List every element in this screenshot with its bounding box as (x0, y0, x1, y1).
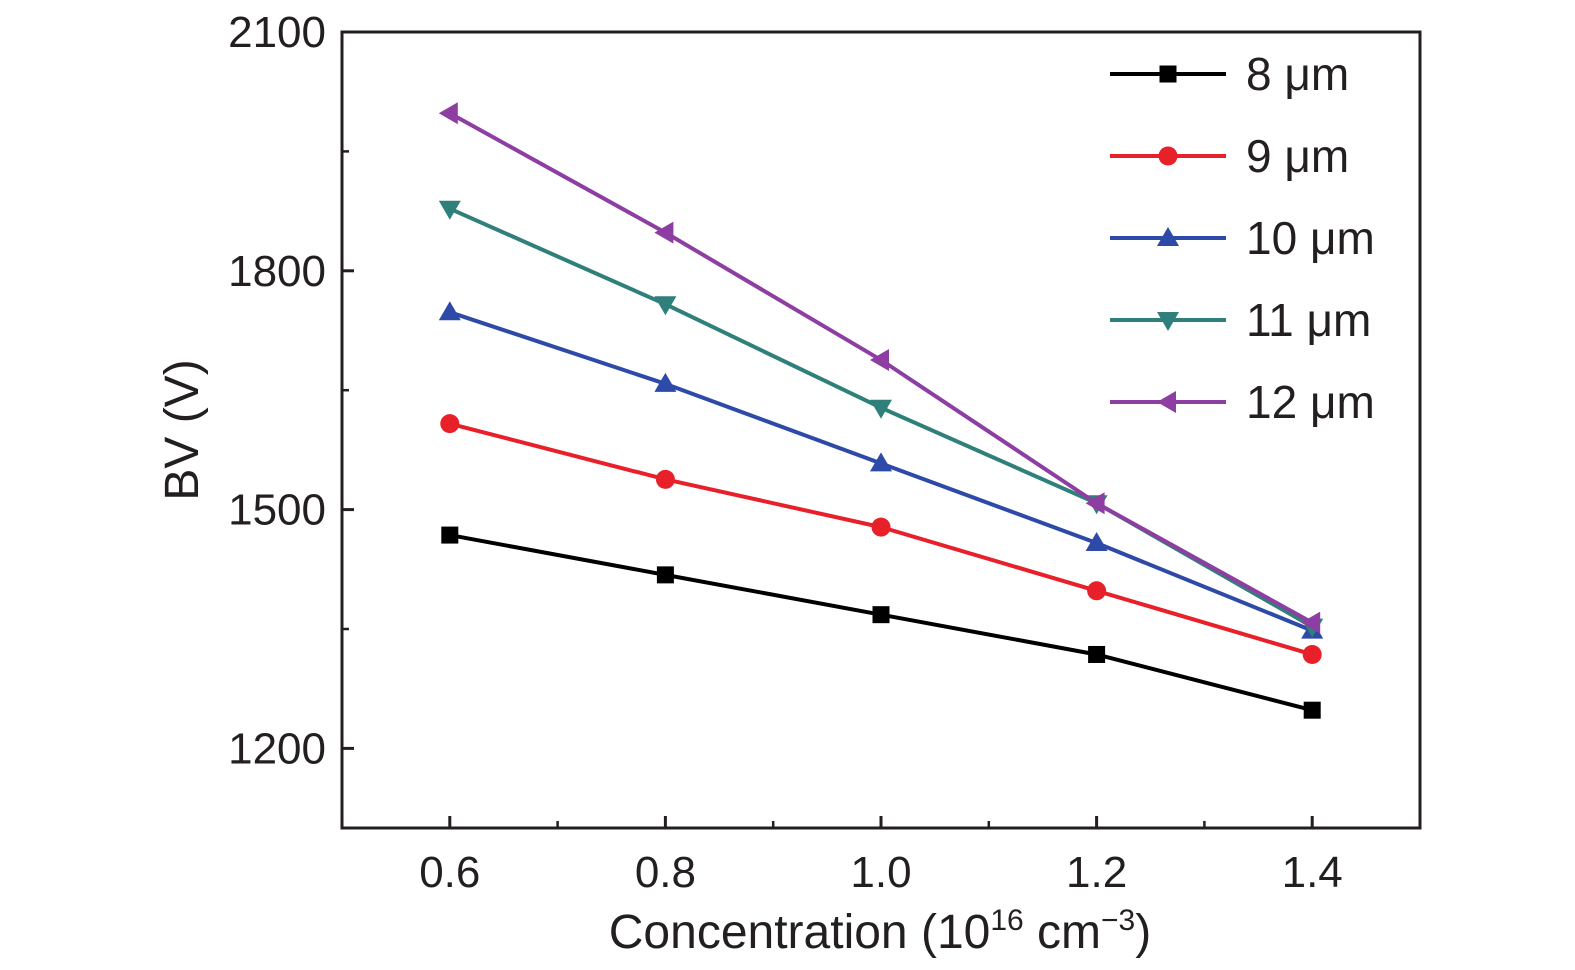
legend-item: 8 μm (1110, 48, 1349, 100)
data-point (654, 372, 677, 392)
series-layer (438, 102, 1324, 719)
data-point (870, 452, 892, 472)
y-tick-label: 1800 (228, 247, 326, 296)
legend-swatch-marker (1157, 312, 1179, 331)
data-point (1303, 701, 1321, 719)
x-tick-label: 0.6 (419, 848, 480, 897)
legend-item: 12 μm (1110, 376, 1375, 428)
x-axis-title-exponent: 16 (990, 904, 1023, 937)
data-point (1302, 644, 1322, 664)
data-point (438, 200, 461, 220)
legend-swatch-marker (1158, 146, 1178, 166)
legend: 8 μm 9 μm 10 μm 11 μm 12 μm (1110, 48, 1375, 428)
series-4 (438, 200, 1324, 638)
x-tick-label: 0.8 (635, 848, 696, 897)
x-tick-label: 1.4 (1282, 848, 1343, 897)
data-point (440, 414, 460, 434)
data-point (871, 517, 891, 537)
legend-label: 8 μm (1246, 48, 1349, 100)
data-point (654, 296, 677, 316)
y-axis-ticks: 1200 1500 1800 2100 (228, 8, 354, 773)
series-1 (441, 526, 1321, 719)
series-3 (438, 301, 1324, 639)
x-axis-title-unit: cm (1024, 906, 1101, 959)
data-point (1085, 532, 1108, 552)
data-point (441, 526, 459, 544)
legend-swatch-marker (1159, 65, 1177, 83)
x-axis-title: Concentration (1016 cm−3) (609, 904, 1151, 959)
data-point (654, 221, 674, 244)
data-point (872, 606, 890, 624)
x-axis-title-close: ) (1135, 906, 1151, 959)
y-axis-title: BV (V) (156, 359, 209, 500)
y-tick-label: 1200 (228, 724, 326, 773)
legend-label: 12 μm (1246, 376, 1375, 428)
series-line (448, 111, 1314, 625)
data-point (655, 469, 675, 489)
data-point (438, 301, 461, 321)
x-tick-label: 1.2 (1066, 848, 1127, 897)
legend-item: 10 μm (1110, 212, 1375, 264)
x-axis-title-main: Concentration (10 (609, 906, 991, 959)
legend-swatch-marker (1157, 391, 1176, 413)
series-2 (440, 414, 1322, 664)
legend-label: 11 μm (1246, 294, 1371, 346)
legend-label: 10 μm (1246, 212, 1375, 264)
data-point (1087, 581, 1107, 601)
x-axis-title-unit-exponent: −3 (1101, 904, 1135, 937)
data-point (1301, 611, 1321, 634)
y-tick-label: 1500 (228, 486, 326, 535)
legend-item: 11 μm (1110, 294, 1371, 346)
x-axis-ticks: 0.6 0.8 1.0 1.2 1.4 (340, 816, 1422, 897)
x-tick-label: 1.0 (850, 848, 911, 897)
data-point (1088, 645, 1106, 663)
data-point (870, 399, 892, 419)
legend-label: 9 μm (1246, 130, 1349, 182)
series-5 (438, 102, 1321, 634)
data-point (438, 102, 458, 125)
y-tick-label: 2100 (228, 8, 326, 57)
legend-swatch-marker (1157, 227, 1179, 246)
data-point (870, 348, 889, 371)
data-point (656, 566, 674, 584)
legend-item: 9 μm (1110, 130, 1349, 182)
data-point (1085, 492, 1105, 515)
